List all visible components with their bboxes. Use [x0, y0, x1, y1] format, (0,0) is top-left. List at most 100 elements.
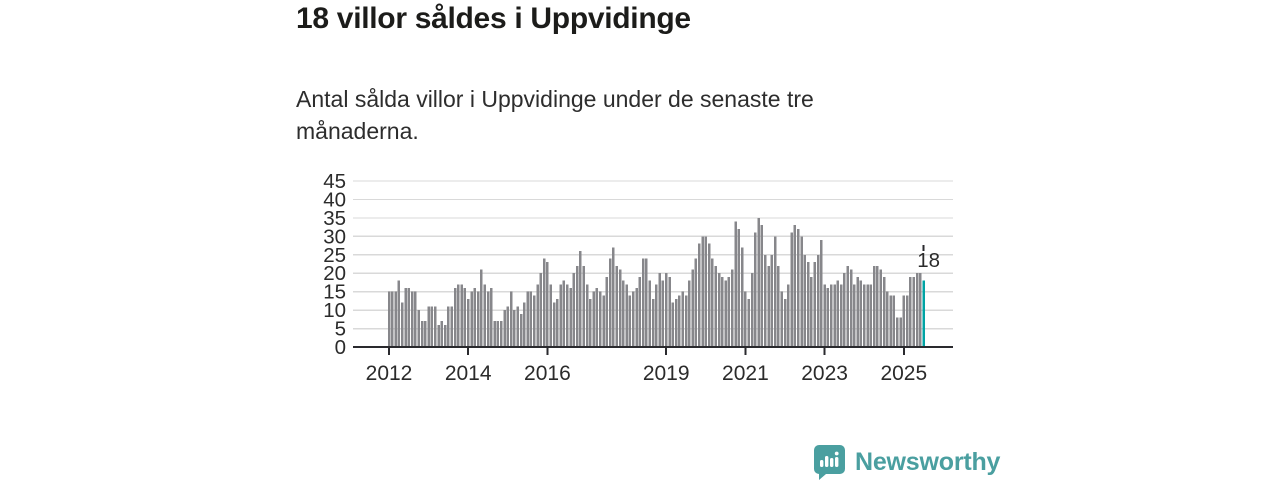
x-axis-tick-label: 2023 — [801, 362, 848, 385]
bar — [899, 317, 902, 347]
bar — [447, 306, 450, 347]
bar — [542, 258, 546, 347]
bar — [833, 284, 836, 347]
bar — [869, 284, 873, 347]
bar — [658, 273, 661, 347]
bar — [539, 273, 543, 347]
bar — [912, 276, 915, 347]
bar — [503, 310, 506, 347]
bar — [622, 280, 625, 347]
branding-name: Newsworthy — [855, 447, 1001, 476]
bar — [905, 295, 909, 347]
bar — [635, 287, 638, 347]
bar — [483, 284, 486, 347]
bar — [440, 321, 444, 347]
bar — [902, 295, 906, 347]
bar — [631, 291, 635, 347]
bar — [404, 287, 407, 347]
bar — [493, 321, 496, 347]
bar — [625, 284, 628, 347]
bar — [849, 269, 853, 347]
bar — [895, 317, 899, 347]
bar — [763, 254, 767, 347]
bar — [499, 321, 503, 347]
bar — [879, 269, 882, 347]
bar — [773, 236, 777, 347]
bar — [777, 265, 780, 347]
bar — [694, 258, 698, 347]
bar — [754, 232, 757, 347]
y-axis-tick-label: 35 — [323, 207, 346, 230]
bar — [572, 273, 576, 347]
bar — [750, 273, 754, 347]
bar — [470, 291, 473, 347]
bar — [674, 299, 678, 347]
x-axis-tick — [744, 348, 747, 355]
bar — [585, 284, 589, 347]
bar — [427, 306, 430, 347]
bar — [400, 302, 404, 347]
bar — [466, 299, 470, 347]
bar — [800, 236, 803, 347]
bar — [496, 321, 500, 347]
bar — [641, 258, 645, 347]
bar — [450, 306, 453, 347]
bar — [734, 221, 737, 347]
bar — [414, 291, 417, 347]
bar — [823, 284, 826, 347]
bar — [843, 273, 846, 347]
bar — [882, 276, 886, 347]
bar — [783, 299, 787, 347]
x-axis-tick — [902, 348, 905, 355]
bar — [655, 284, 658, 347]
bar — [443, 324, 447, 347]
bar — [608, 258, 612, 347]
gridline — [353, 272, 953, 274]
bar — [463, 287, 467, 347]
y-axis-tick-label: 0 — [335, 336, 346, 359]
bar — [810, 276, 813, 347]
gridline — [353, 180, 953, 182]
bar — [562, 280, 566, 347]
bar — [780, 291, 783, 347]
bar — [602, 295, 605, 347]
bar — [532, 295, 536, 347]
bar — [790, 232, 793, 347]
bar — [707, 243, 711, 347]
bar — [688, 280, 691, 347]
bar — [437, 324, 440, 347]
bar — [526, 291, 529, 347]
bar — [803, 254, 807, 347]
x-axis-tick-label: 2019 — [643, 362, 690, 385]
bar — [513, 310, 516, 347]
y-axis-tick-label: 25 — [323, 244, 346, 267]
bar — [559, 284, 562, 347]
bar — [648, 280, 651, 347]
bar — [668, 276, 671, 347]
gridline — [353, 291, 953, 293]
bar — [697, 243, 701, 347]
bar — [691, 269, 694, 347]
bar — [684, 295, 688, 347]
bar — [407, 287, 411, 347]
bar — [757, 217, 760, 347]
bar — [839, 284, 843, 347]
bar — [473, 287, 477, 347]
bar — [506, 306, 510, 347]
bar — [569, 287, 572, 347]
bar — [836, 280, 840, 347]
bar — [598, 291, 602, 347]
bar — [552, 302, 556, 347]
bar — [816, 254, 820, 347]
bar — [704, 236, 708, 347]
bar — [391, 291, 394, 347]
bar — [806, 262, 810, 347]
highlighted-bar — [922, 280, 925, 347]
bar — [638, 276, 642, 347]
bar — [862, 284, 866, 347]
bar — [886, 291, 889, 347]
bar — [486, 291, 490, 347]
bar — [490, 287, 493, 347]
